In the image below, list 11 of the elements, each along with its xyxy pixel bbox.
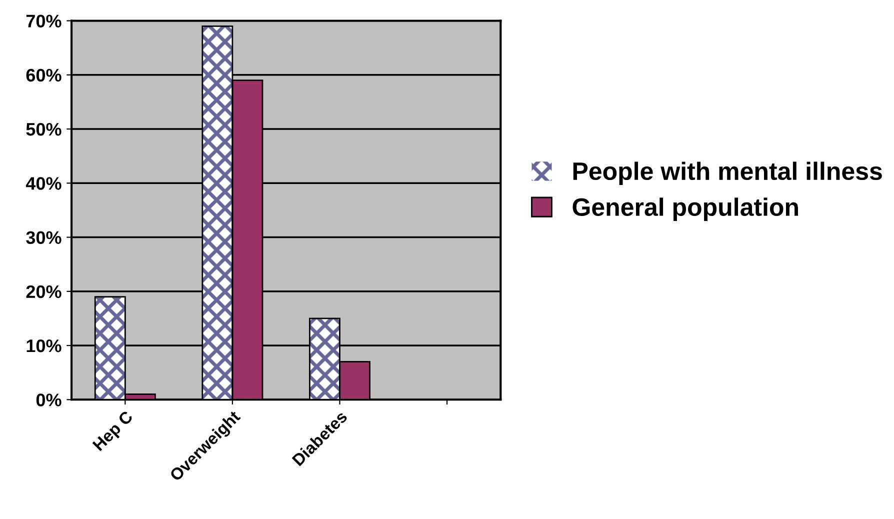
- y-tick-label: 60%: [26, 68, 62, 82]
- y-tick-label: 10%: [26, 339, 62, 352]
- x-tick-label: Hep C: [92, 410, 136, 454]
- legend-label: People with mental illness: [573, 162, 882, 185]
- y-tick-label: 30%: [26, 231, 62, 244]
- y-tick-label: 20%: [26, 285, 62, 298]
- y-tick-label: 0%: [36, 394, 62, 406]
- y-tick-label: 70%: [26, 14, 62, 28]
- y-tick-label: 40%: [26, 177, 62, 190]
- legend-label: General population: [572, 198, 798, 221]
- y-tick-label: 50%: [26, 122, 62, 136]
